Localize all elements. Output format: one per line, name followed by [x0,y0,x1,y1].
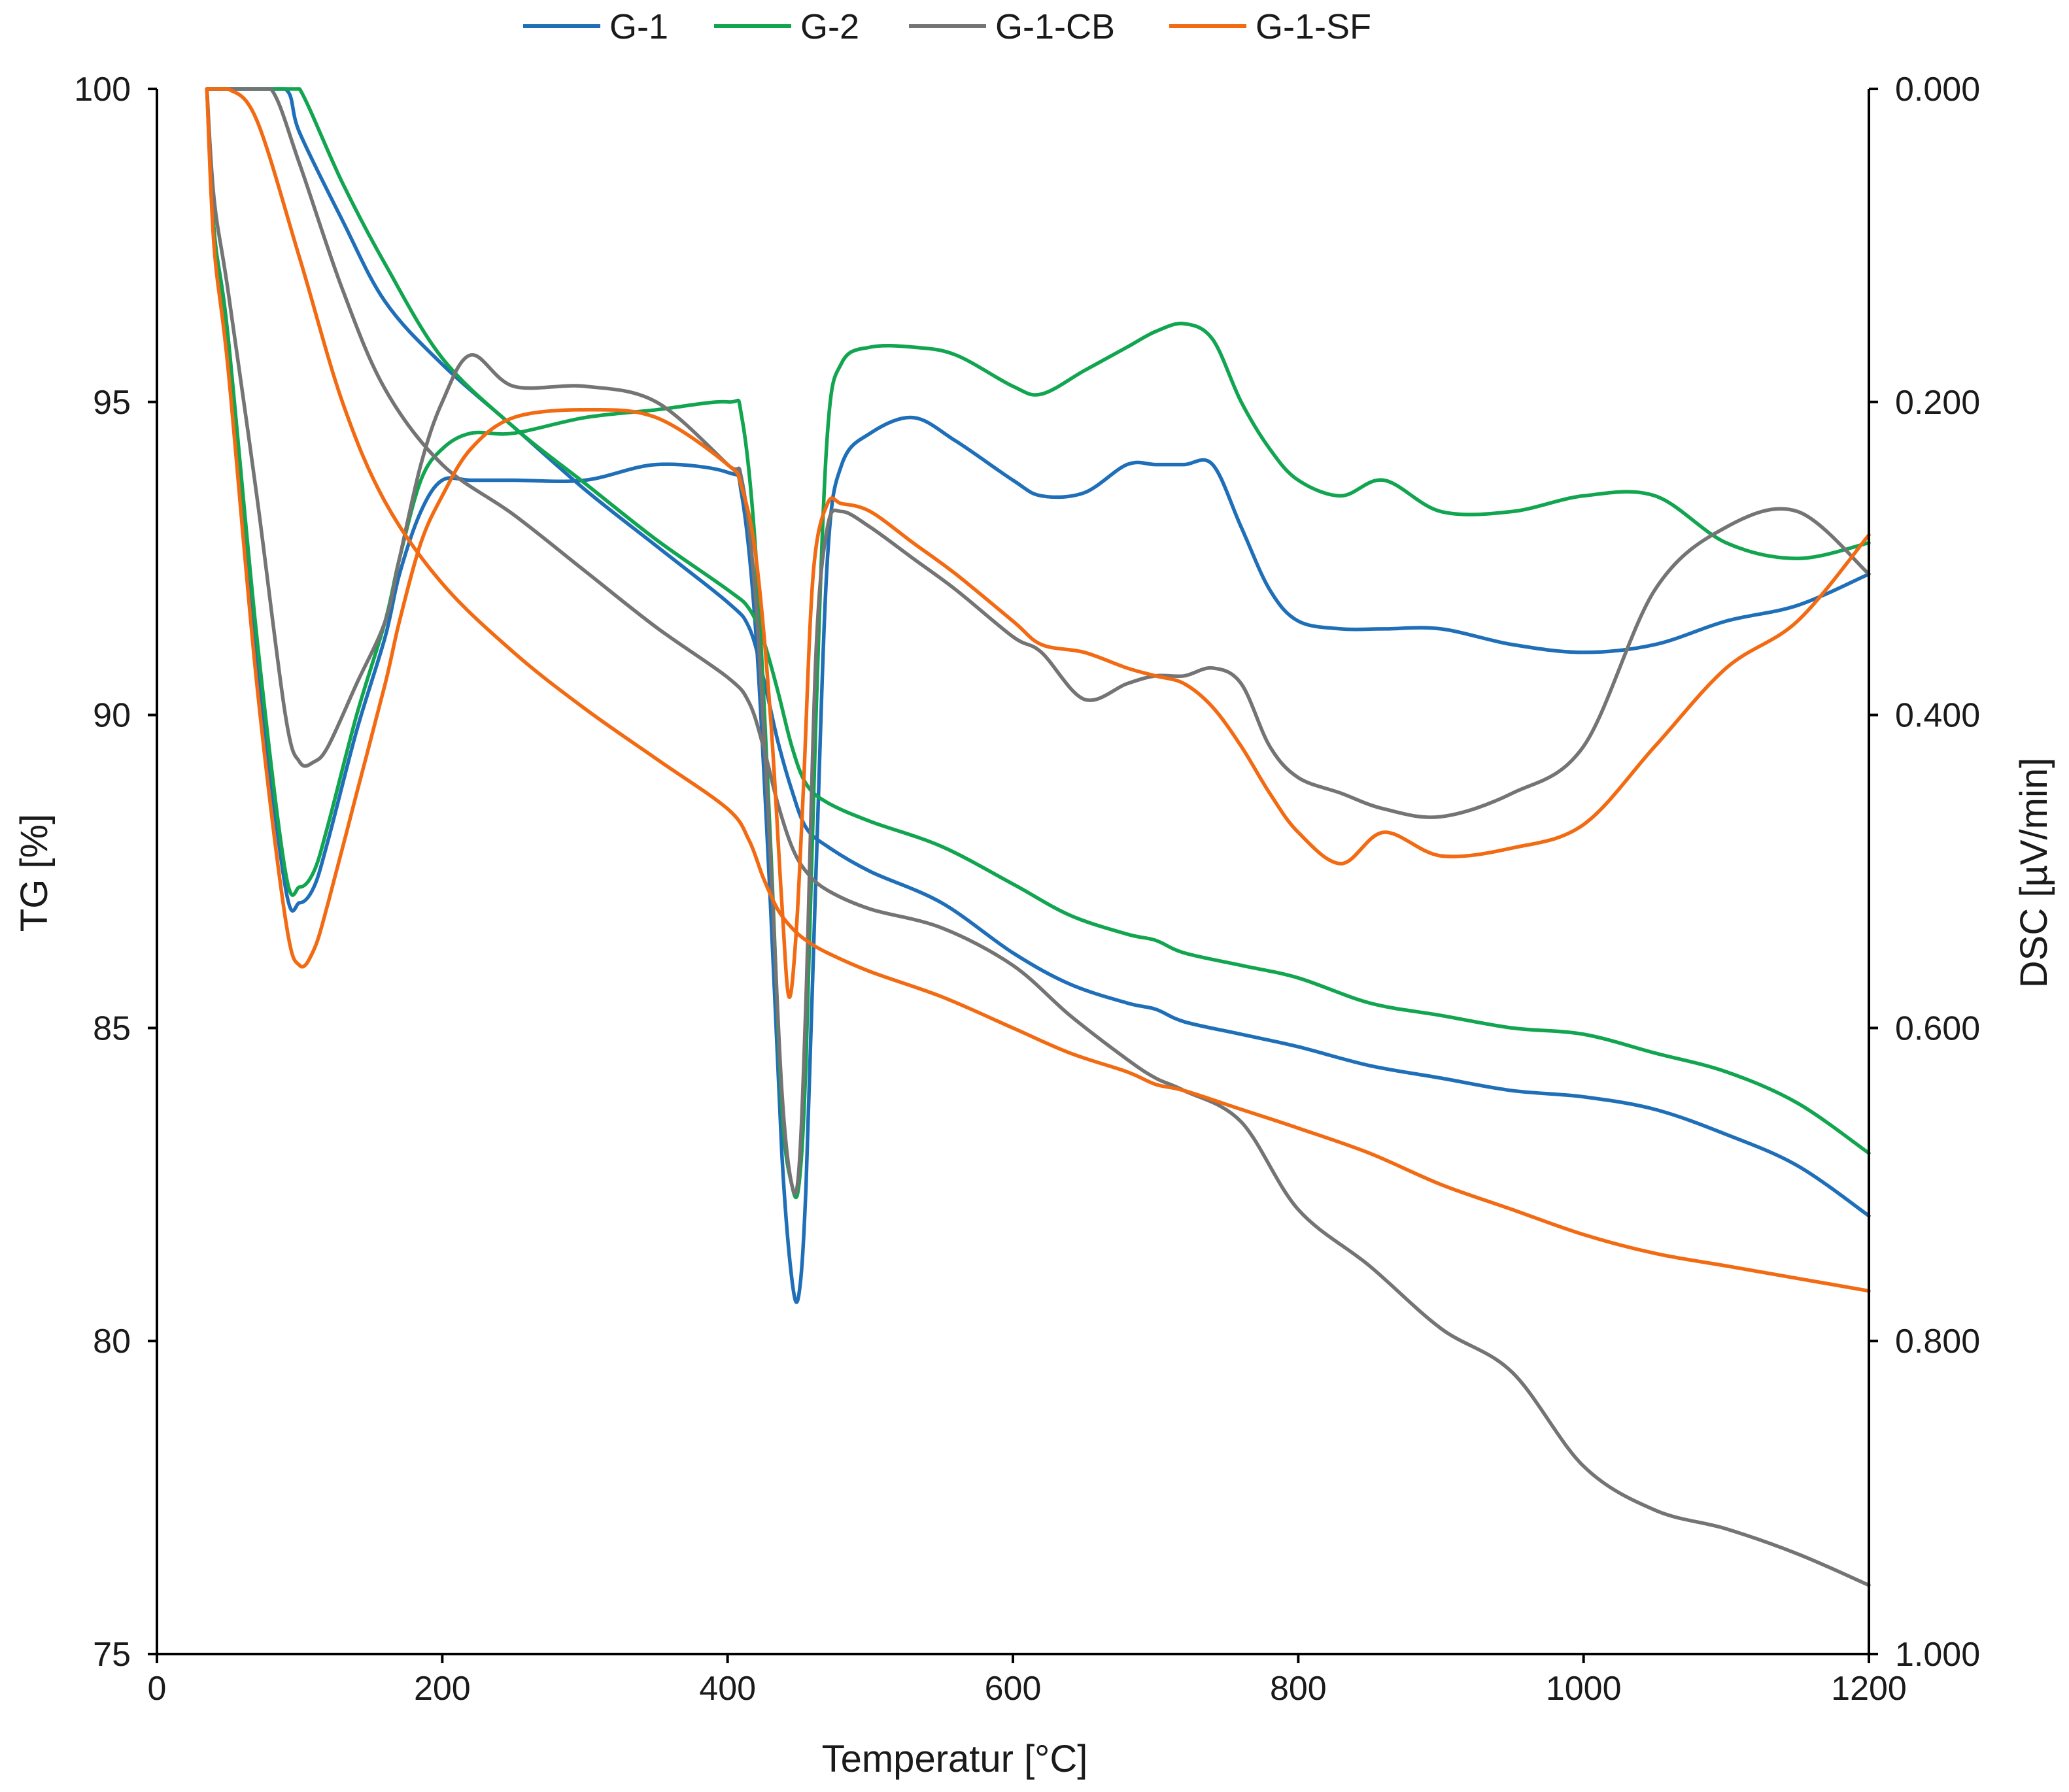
y-tick-label: 100 [74,71,131,109]
dsc-line-g-1 [205,87,1871,1304]
y-tick-label: 75 [93,1636,131,1674]
tg-line-g-2 [205,87,1871,1155]
ticks-layer: 0 200 400 600 800 1000 1200 75 80 85 90 95 100 0.000 0… [74,71,1980,1708]
tg-line-g-1 [205,87,1871,1218]
y2-tick-label: 0.800 [1895,1323,1980,1361]
series-layer [205,87,1871,1587]
legend-label-g-1-cb: G-1-CB [995,7,1115,46]
x-tick-label: 1000 [1546,1670,1622,1708]
legend-label-g-1: G-1 [609,7,668,46]
tg-line-g-1-cb [205,87,1871,1587]
x-tick-label: 0 [148,1670,167,1708]
legend: G-1 G-2 G-1-CB G-1-SF [523,7,1371,46]
dsc-line-g-2 [205,87,1871,1200]
x-tick-label: 400 [699,1670,756,1708]
y2-axis-title: DSC [µV/min] [2013,758,2055,988]
y2-tick-label: 0.200 [1895,384,1980,422]
legend-label-g-1-sf: G-1-SF [1256,7,1371,46]
tg-line-g-1-sf [205,87,1871,1293]
y2-tick-label: 0.000 [1895,71,1980,109]
y2-tick-label: 0.600 [1895,1009,1980,1047]
y-tick-label: 85 [93,1009,131,1047]
x-tick-label: 1200 [1831,1670,1907,1708]
dsc-line-g-1-cb [205,87,1871,1196]
y-tick-label: 80 [93,1323,131,1361]
y2-tick-label: 1.000 [1895,1636,1980,1674]
y-axis-title: TG [%] [13,814,56,932]
x-tick-label: 600 [985,1670,1042,1708]
legend-label-g-2: G-2 [800,7,859,46]
y2-tick-label: 0.400 [1895,697,1980,735]
dsc-line-g-1-sf [205,87,1871,999]
x-tick-label: 200 [414,1670,471,1708]
y-tick-label: 90 [93,697,131,735]
x-axis-title: Temperatur [°C] [822,1738,1088,1780]
x-tick-label: 800 [1270,1670,1327,1708]
y-tick-label: 95 [93,384,131,422]
